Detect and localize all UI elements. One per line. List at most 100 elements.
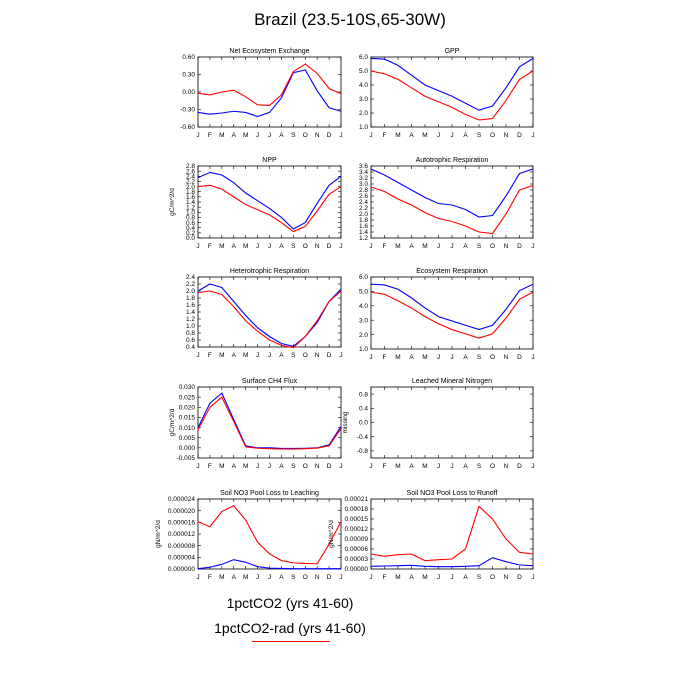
x-tick-label: S <box>291 574 296 581</box>
x-tick-label: O <box>303 132 308 139</box>
y-tick-label: 2.2 <box>186 281 195 288</box>
x-tick-label: M <box>219 243 224 250</box>
y-tick-label: 2.2 <box>359 205 368 212</box>
y-tick-label: 2.0 <box>186 184 195 191</box>
series-line-1 <box>197 184 342 233</box>
y-tick-label: 0.6 <box>186 337 195 344</box>
x-tick-label: J <box>339 463 342 470</box>
x-tick-label: J <box>339 243 342 250</box>
x-tick-label: A <box>409 354 414 361</box>
x-tick-label: A <box>409 132 414 139</box>
x-tick-label: J <box>450 463 453 470</box>
x-tick-label: J <box>268 132 271 139</box>
panel-title: Surface CH4 Flux <box>242 378 298 385</box>
panel-title: Ecosystem Respiration <box>416 268 488 275</box>
y-tick-label: 0.005 <box>179 435 196 442</box>
x-tick-label: J <box>531 463 534 470</box>
x-tick-label: S <box>477 354 482 361</box>
y-tick-label: 0.00012 <box>345 526 369 533</box>
y-tick-label: 0.00000 <box>345 566 369 573</box>
x-tick-label: N <box>315 132 320 139</box>
chart-panel: Soil NO3 Pool Loss to Runoff 0.00021 0.000… <box>328 490 535 581</box>
x-tick-label: J <box>531 243 534 250</box>
x-tick-label: J <box>450 243 453 250</box>
x-tick-label: S <box>477 132 482 139</box>
y-tick-label: 0.025 <box>179 394 196 401</box>
x-tick-label: A <box>463 354 468 361</box>
x-tick-label: M <box>422 243 427 250</box>
y-tick-label: 3.0 <box>359 96 368 103</box>
y-tick-label: -0.8 <box>357 448 369 455</box>
series-line-1 <box>370 505 534 562</box>
page-title: Brazil (23.5-10S,65-30W) <box>254 10 446 29</box>
x-tick-label: J <box>196 132 199 139</box>
x-tick-label: J <box>268 352 271 359</box>
x-tick-label: O <box>490 354 495 361</box>
chart-panel: Ecosystem Respiration6.05.04.03.02.01.0J… <box>359 268 535 361</box>
y-tick-label: 2.6 <box>186 168 195 175</box>
y-tick-label: 0.000012 <box>168 531 195 538</box>
panel-title: Soil NO3 Pool Loss to Runoff <box>407 490 498 497</box>
y-tick-label: 2.4 <box>186 274 195 281</box>
x-tick-label: J <box>339 132 342 139</box>
y-axis-label: missing <box>342 411 349 433</box>
x-tick-label: J <box>531 574 534 581</box>
x-tick-label: S <box>291 352 296 359</box>
chart-panel: NPP2.82.62.42.22.01.81.61.41.21.00.80.60… <box>169 157 343 250</box>
x-tick-label: M <box>395 354 400 361</box>
x-tick-label: J <box>531 132 534 139</box>
x-tick-label: D <box>517 243 522 250</box>
x-tick-label: O <box>490 463 495 470</box>
y-tick-label: 0.00015 <box>345 516 369 523</box>
y-tick-label: 1.4 <box>186 309 195 316</box>
x-tick-label: A <box>232 574 237 581</box>
x-tick-label: F <box>383 132 387 139</box>
x-tick-label: J <box>369 354 372 361</box>
y-tick-label: 0.000008 <box>168 543 195 550</box>
y-tick-label: 3.6 <box>359 163 368 170</box>
x-tick-label: A <box>279 463 284 470</box>
x-tick-label: A <box>463 132 468 139</box>
y-tick-label: 1.6 <box>186 194 195 201</box>
x-tick-label: A <box>463 243 468 250</box>
y-tick-label: 6.0 <box>359 54 368 61</box>
x-tick-label: J <box>196 463 199 470</box>
y-tick-label: 1.0 <box>359 124 368 131</box>
y-tick-label: 0.8 <box>186 330 195 337</box>
x-tick-label: M <box>422 463 427 470</box>
panel-title: Leached Mineral Nitrogen <box>412 378 492 385</box>
y-tick-label: 0.8 <box>359 391 368 398</box>
y-axis-label: gC/m^2/d <box>169 408 176 436</box>
x-tick-label: J <box>196 243 199 250</box>
x-tick-label: N <box>315 574 320 581</box>
x-tick-label: M <box>243 463 248 470</box>
x-tick-label: S <box>477 574 482 581</box>
x-tick-label: A <box>409 463 414 470</box>
x-tick-label: J <box>268 463 271 470</box>
x-tick-label: J <box>256 463 259 470</box>
x-tick-label: S <box>291 463 296 470</box>
y-tick-label: 0.00 <box>182 89 195 96</box>
x-tick-label: J <box>437 574 440 581</box>
y-tick-label: 3.0 <box>359 181 368 188</box>
x-tick-label: N <box>315 352 320 359</box>
x-tick-label: O <box>490 574 495 581</box>
x-tick-label: J <box>268 574 271 581</box>
y-tick-label: 2.4 <box>186 173 195 180</box>
x-tick-label: N <box>315 243 320 250</box>
x-tick-label: O <box>490 243 495 250</box>
series-line-1 <box>370 184 534 235</box>
x-tick-label: S <box>477 243 482 250</box>
y-tick-label: 0.0 <box>186 235 195 242</box>
x-tick-label: J <box>369 463 372 470</box>
y-tick-label: 4.0 <box>359 82 368 89</box>
y-tick-label: 0.6 <box>186 220 195 227</box>
x-tick-label: J <box>450 354 453 361</box>
series-line-1 <box>370 291 534 339</box>
y-tick-label: 1.2 <box>186 316 195 323</box>
y-tick-label: 1.6 <box>359 223 368 230</box>
y-tick-label: 1.8 <box>359 217 368 224</box>
x-tick-label: J <box>256 132 259 139</box>
x-tick-label: F <box>383 574 387 581</box>
x-tick-label: A <box>409 574 414 581</box>
